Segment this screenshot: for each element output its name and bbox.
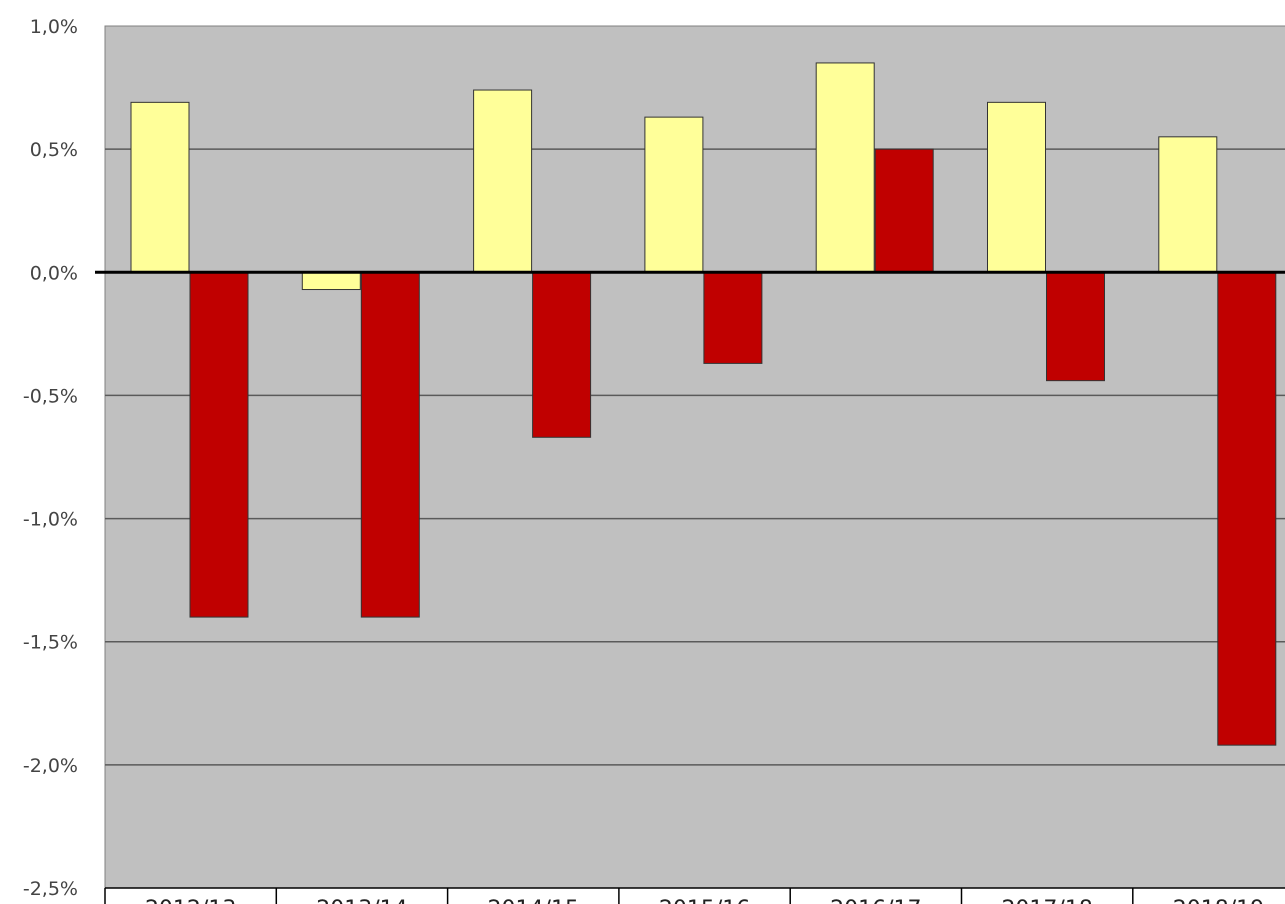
bar-series-2 (703, 271, 763, 364)
y-tick-label: -2,0% (23, 755, 78, 777)
y-tick-label: -2,5% (23, 878, 78, 900)
bar-series-2 (532, 271, 592, 438)
bar-series-1 (301, 271, 361, 291)
x-tick-label: 2012/13 (145, 897, 236, 904)
bar-series-1 (473, 89, 533, 273)
y-tick-label: -1,0% (23, 509, 78, 531)
bar-series-1 (815, 62, 875, 273)
x-tick-label: 2013/14 (316, 897, 407, 904)
x-tick-label: 2018/19 (1173, 897, 1264, 904)
y-tick-label: 0,0% (30, 262, 78, 284)
bar-series-2 (1046, 271, 1105, 382)
x-tick-label: 2014/15 (488, 897, 579, 904)
y-tick-label: 0,5% (30, 139, 78, 161)
bar-series-1 (987, 101, 1046, 273)
x-axis: 2012/13 2013/14 2014/15 2015/16 2016/17 2017/… (104, 887, 1285, 904)
bar-series-1 (644, 116, 704, 273)
y-tick-label: -1,5% (23, 632, 78, 654)
bar-series-1 (130, 101, 190, 273)
bar-series-2 (1217, 271, 1277, 746)
x-tick-label: 2017/18 (1001, 897, 1092, 904)
y-tick-label: 1,0% (30, 16, 78, 38)
bar-series-2 (189, 271, 249, 618)
bars (130, 62, 1277, 746)
y-axis-tick-labels: 1,0% 0,5% 0,0% -0,5% -1,0% -1,5% -2,0% -2,5% (23, 16, 78, 900)
y-tick-label: -0,5% (23, 385, 78, 407)
gridlines (105, 148, 1285, 766)
x-tick-label: 2015/16 (659, 897, 750, 904)
x-tick-label: 2016/17 (830, 897, 921, 904)
bar-series-2 (360, 271, 420, 618)
bar-series-2 (874, 148, 934, 273)
bar-series-1 (1158, 136, 1218, 273)
